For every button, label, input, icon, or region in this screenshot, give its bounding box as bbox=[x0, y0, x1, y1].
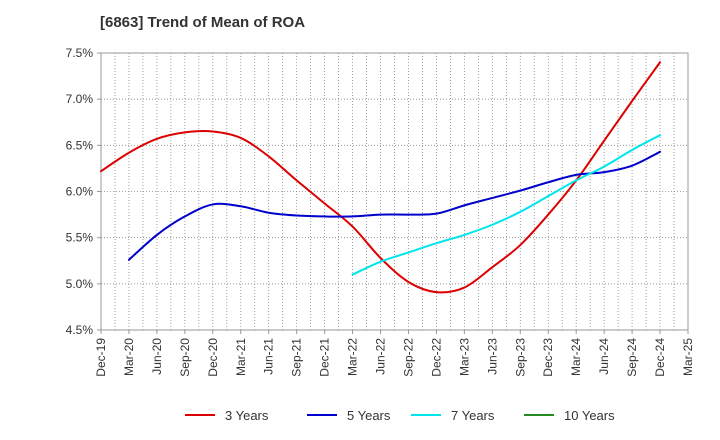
x-tick-label: Jun-20 bbox=[150, 338, 164, 375]
x-tick-label: Mar-24 bbox=[569, 338, 583, 376]
legend-label: 10 Years bbox=[564, 408, 615, 423]
x-tick-label: Dec-22 bbox=[429, 338, 443, 377]
y-tick-label: 5.0% bbox=[66, 277, 94, 291]
y-tick-label: 6.0% bbox=[66, 185, 94, 199]
series-line-3-years bbox=[100, 61, 662, 294]
x-tick-label: Dec-23 bbox=[541, 338, 555, 377]
x-tick-label: Jun-23 bbox=[485, 338, 499, 375]
grid-layer bbox=[100, 52, 689, 331]
x-axis-ticks: Dec-19 Mar-20 Jun-20 Sep-20 Dec-20 Mar-21 Jun-… bbox=[94, 330, 695, 377]
series-line-7-years bbox=[351, 134, 662, 276]
x-tick-label: Dec-19 bbox=[94, 338, 108, 377]
x-tick-label: Sep-20 bbox=[178, 338, 192, 377]
x-tick-label: Sep-22 bbox=[401, 338, 415, 377]
legend: 3 Years 5 Years 7 Years 10 Years bbox=[185, 408, 615, 423]
series-layer bbox=[100, 61, 662, 294]
legend-label: 7 Years bbox=[451, 408, 495, 423]
x-tick-label: Dec-24 bbox=[653, 338, 667, 377]
x-tick-label: Dec-20 bbox=[206, 338, 220, 377]
x-tick-label: Sep-24 bbox=[625, 338, 639, 377]
x-tick-label: Jun-21 bbox=[262, 338, 276, 375]
legend-label: 3 Years bbox=[225, 408, 269, 423]
series-line-5-years bbox=[127, 150, 662, 261]
y-tick-label: 6.5% bbox=[66, 138, 94, 152]
legend-label: 5 Years bbox=[347, 408, 391, 423]
x-tick-label: Jun-24 bbox=[597, 338, 611, 375]
x-tick-label: Dec-21 bbox=[318, 338, 332, 377]
x-tick-label: Mar-20 bbox=[122, 338, 136, 376]
x-tick-label: Mar-23 bbox=[457, 338, 471, 376]
x-tick-label: Jun-22 bbox=[374, 338, 388, 375]
y-tick-label: 7.5% bbox=[66, 46, 94, 60]
x-tick-label: Sep-23 bbox=[513, 338, 527, 377]
y-axis-ticks: 4.5% 5.0% 5.5% 6.0% 6.5% 7.0% 7.5% bbox=[66, 46, 101, 337]
y-tick-label: 5.5% bbox=[66, 231, 94, 245]
x-tick-label: Mar-22 bbox=[346, 338, 360, 376]
y-tick-label: 4.5% bbox=[66, 323, 94, 337]
y-tick-label: 7.0% bbox=[66, 92, 94, 106]
x-tick-label: Mar-21 bbox=[234, 338, 248, 376]
x-tick-label: Mar-25 bbox=[681, 338, 695, 376]
x-tick-label: Sep-21 bbox=[290, 338, 304, 377]
chart-title: [6863] Trend of Mean of ROA bbox=[100, 14, 306, 31]
